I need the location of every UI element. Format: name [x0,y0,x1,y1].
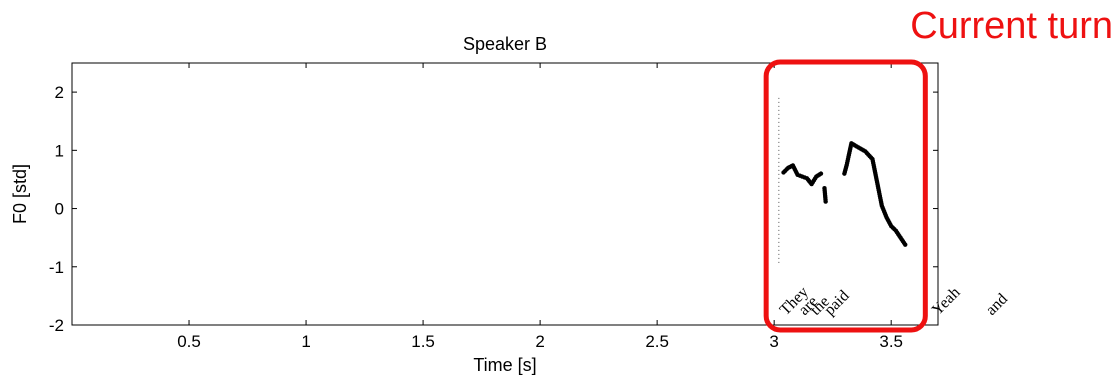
x-tick-label: 3 [769,332,778,351]
word-label: and [983,290,1011,318]
x-tick-label: 1 [301,332,310,351]
x-axis-label: Time [s] [473,355,536,375]
x-tick-label: 0.5 [177,332,201,351]
y-tick-label: -2 [49,316,64,335]
x-tick-label: 2 [535,332,544,351]
x-tick-label: 2.5 [645,332,669,351]
plot-frame [71,62,939,326]
f0-point [818,171,824,176]
f0-point [823,199,828,204]
x-tick-label: 3.5 [879,332,903,351]
f0-points [781,141,908,247]
current-turn-label: Current turn [910,5,1113,47]
current-turn-box [763,59,928,333]
y-tick-label: 1 [55,141,64,160]
y-tick-label: 2 [55,83,64,102]
y-tick-label: 0 [55,200,64,219]
chart-title: Speaker B [463,34,547,54]
x-tick-label: 1.5 [411,332,435,351]
f0-point [903,242,908,247]
y-tick-label: -1 [49,258,64,277]
y-axis-label: F0 [std] [10,164,30,224]
